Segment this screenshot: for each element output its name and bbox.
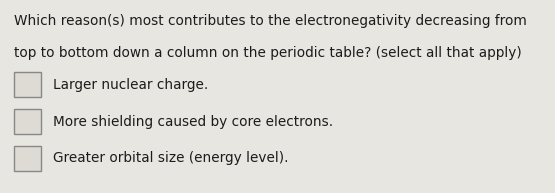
Text: Which reason(s) most contributes to the electronegativity decreasing from: Which reason(s) most contributes to the …	[14, 14, 527, 28]
Text: top to bottom down a column on the periodic table? (select all that apply): top to bottom down a column on the perio…	[14, 46, 522, 60]
Text: More shielding caused by core electrons.: More shielding caused by core electrons.	[53, 115, 333, 129]
FancyBboxPatch shape	[14, 146, 41, 171]
Text: Greater orbital size (energy level).: Greater orbital size (energy level).	[53, 151, 288, 165]
FancyBboxPatch shape	[14, 109, 41, 134]
FancyBboxPatch shape	[14, 72, 41, 97]
Text: Larger nuclear charge.: Larger nuclear charge.	[53, 78, 208, 92]
